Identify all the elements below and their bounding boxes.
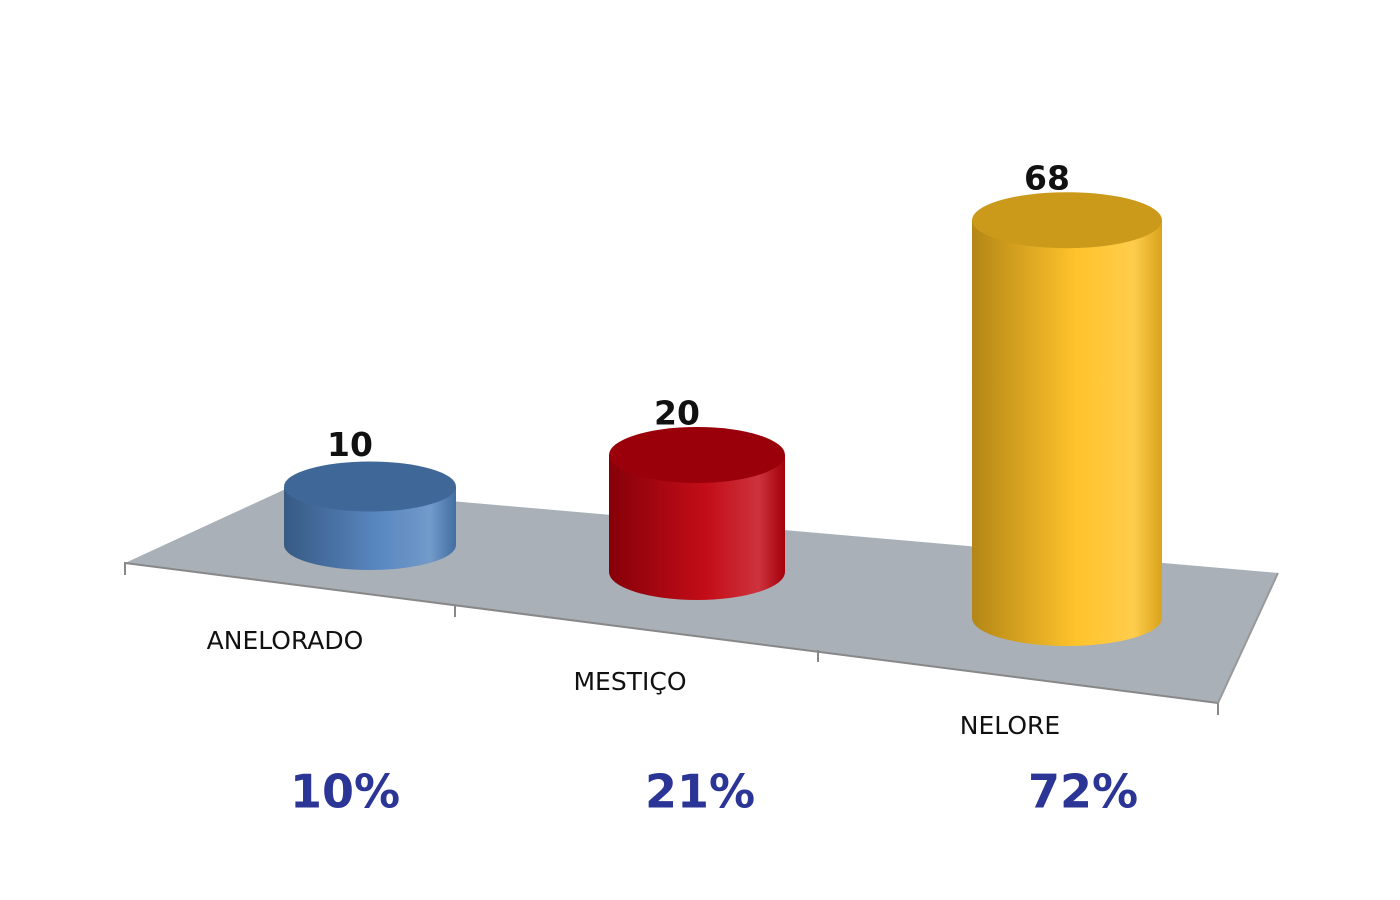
bar	[609, 427, 785, 600]
x-tick-label: MESTIÇO	[573, 667, 686, 696]
bar-top	[609, 427, 785, 483]
bar-body	[972, 220, 1162, 646]
x-tick-label: ANELORADO	[207, 626, 364, 655]
value-label: 20	[654, 394, 700, 433]
value-label: 10	[327, 425, 373, 464]
floor-edge	[1217, 572, 1279, 704]
bar-top	[284, 461, 456, 512]
value-label: 68	[1024, 159, 1070, 198]
percent-label: 72%	[1028, 765, 1138, 819]
percent-label: 21%	[645, 765, 755, 819]
bar	[972, 192, 1162, 646]
bar-top	[972, 192, 1162, 249]
bar	[284, 461, 456, 570]
bar-body	[609, 455, 785, 600]
x-tick-label: NELORE	[960, 711, 1060, 740]
percent-label: 10%	[290, 765, 400, 819]
